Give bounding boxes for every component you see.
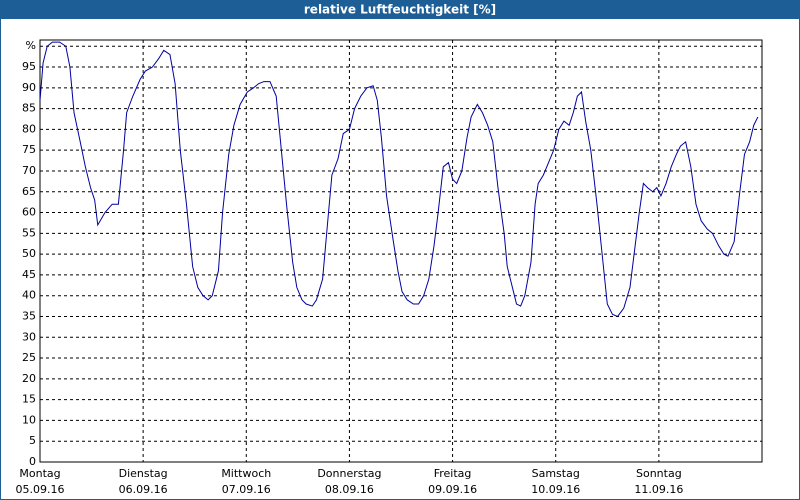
x-tick-label: Donnerstag (317, 467, 381, 480)
x-tick-date: 07.09.16 (222, 483, 271, 496)
y-tick-label: 90 (22, 81, 36, 94)
y-tick-label: 10 (22, 413, 36, 426)
y-tick-label: 50 (22, 247, 36, 260)
y-tick-label: 5 (29, 434, 36, 447)
y-tick-label: 0 (29, 455, 36, 468)
y-tick-label: 85 (22, 102, 36, 115)
y-tick-label: 95 (22, 60, 36, 73)
y-tick-label: 30 (22, 330, 36, 343)
x-tick-label: Montag (19, 467, 60, 480)
x-tick-label: Dienstag (119, 467, 168, 480)
y-tick-label: 45 (22, 268, 36, 281)
x-tick-date: 10.09.16 (531, 483, 580, 496)
humidity-line (40, 41, 759, 318)
x-tick-date: 05.09.16 (16, 483, 65, 496)
y-tick-label: 75 (22, 143, 36, 156)
y-tick-label: 20 (22, 372, 36, 385)
y-tick-label: 35 (22, 309, 36, 322)
y-tick-label: % (26, 39, 36, 52)
x-tick-label: Sonntag (636, 467, 682, 480)
chart-title: relative Luftfeuchtigkeit [%] (304, 3, 496, 17)
y-tick-label: 80 (22, 122, 36, 135)
plot-frame (39, 39, 763, 463)
y-tick-label: 60 (22, 206, 36, 219)
y-tick-label: 15 (22, 393, 36, 406)
x-tick-date: 06.09.16 (119, 483, 168, 496)
y-tick-label: 55 (22, 226, 36, 239)
x-tick-date: 08.09.16 (325, 483, 374, 496)
x-tick-label: Freitag (434, 467, 472, 480)
y-tick-label: 25 (22, 351, 36, 364)
x-tick-label: Mittwoch (221, 467, 271, 480)
y-tick-label: 65 (22, 185, 36, 198)
y-tick-label: 40 (22, 289, 36, 302)
y-tick-label: 70 (22, 164, 36, 177)
x-tick-label: Samstag (532, 467, 580, 480)
title-bar (0, 0, 800, 19)
x-tick-date: 09.09.16 (428, 483, 477, 496)
x-tick-date: 11.09.16 (634, 483, 683, 496)
